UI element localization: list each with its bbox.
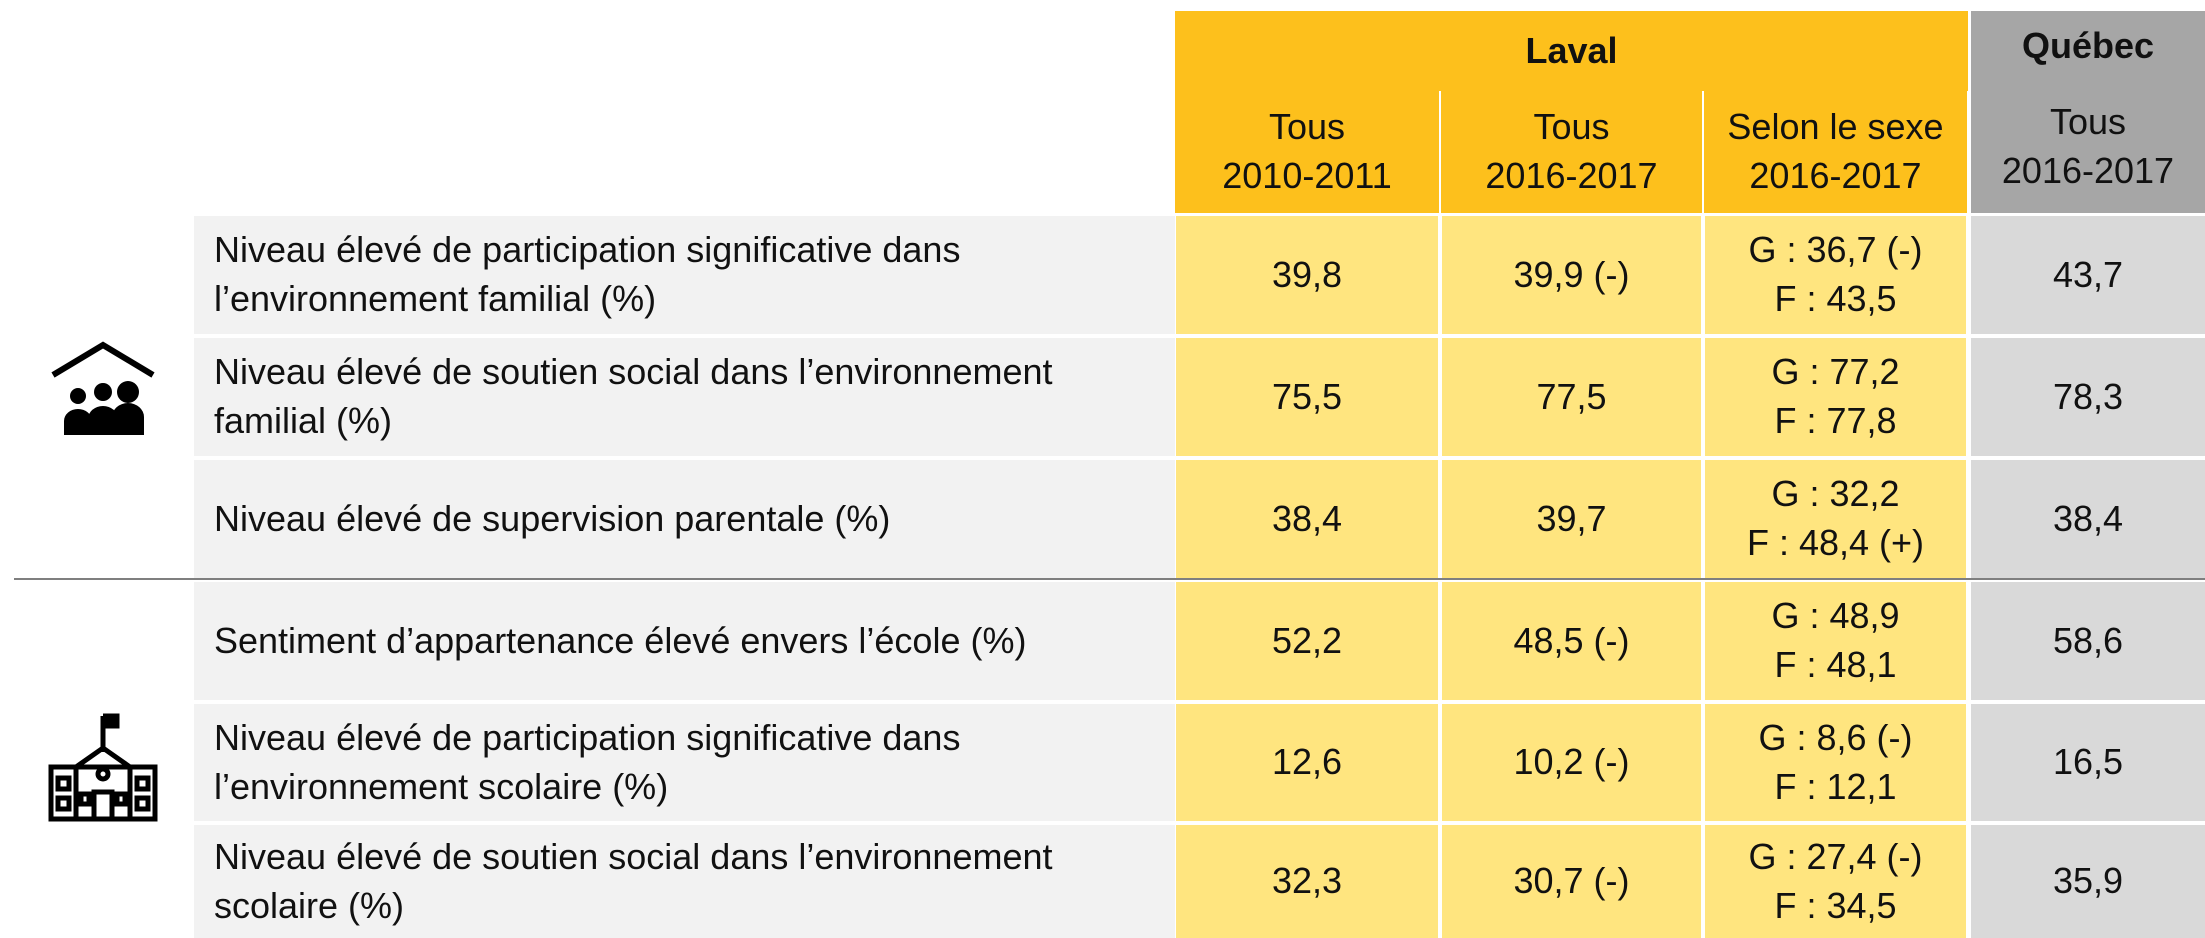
group-header: Laval xyxy=(1175,11,1968,91)
value: 39,9 (-) xyxy=(1442,216,1701,334)
cell-text: Sentiment d’appartenance élevé envers l’… xyxy=(214,619,1027,661)
value: G : 77,2 F : 77,8 xyxy=(1705,338,1966,456)
cell-text: Laval xyxy=(1525,29,1618,71)
cell-text: F : 48,4 (+) xyxy=(1746,522,1925,563)
value: 39,8 xyxy=(1176,216,1438,334)
cell-text: G : 48,9 xyxy=(1771,595,1900,637)
column-header: Tous 2010-2011 xyxy=(1175,91,1439,213)
cell-text: G : 27,4 (-) xyxy=(1748,835,1923,877)
column-header: Tous 2016-2017 xyxy=(1971,81,2205,213)
cell-text: 35,9 xyxy=(2052,860,2124,902)
cell-text: G : 8,6 (-) xyxy=(1758,716,1913,758)
cell-text: Niveau élevé de soutien social dans l’en… xyxy=(214,835,1053,926)
value: 52,2 xyxy=(1176,582,1438,700)
cell-text: 16,5 xyxy=(2052,741,2124,783)
school-icon xyxy=(48,713,158,822)
row-label: Niveau élevé de participation significat… xyxy=(194,704,1175,821)
value: G : 36,7 (-) F : 43,5 xyxy=(1705,216,1966,334)
cell-text: 78,3 xyxy=(2052,375,2124,417)
cell-text: Tous xyxy=(2049,101,2127,143)
value: 12,6 xyxy=(1176,704,1438,821)
cell-text: 43,7 xyxy=(2052,253,2124,295)
value: G : 48,9 F : 48,1 xyxy=(1705,582,1966,700)
cell-text: 52,2 xyxy=(1271,619,1343,661)
cell-text: F : 43,5 xyxy=(1774,278,1897,319)
value: 38,4 xyxy=(1971,460,2205,578)
cell-text: 32,3 xyxy=(1271,860,1343,902)
cell-text: Selon le sexe xyxy=(1727,106,1944,148)
cell-text: 75,5 xyxy=(1271,375,1343,417)
cell-text: 39,8 xyxy=(1271,253,1343,295)
cell-text: 48,5 (-) xyxy=(1513,619,1630,661)
value: 10,2 (-) xyxy=(1442,704,1701,821)
cell-text: Niveau élevé de participation significat… xyxy=(214,229,961,319)
cell-text: 77,5 xyxy=(1536,375,1607,417)
value: 30,7 (-) xyxy=(1442,825,1701,938)
cell-text: F : 77,8 xyxy=(1774,400,1897,441)
cell-text: Québec xyxy=(2021,24,2155,66)
value: 16,5 xyxy=(1971,704,2205,821)
cell-text: Tous xyxy=(1268,106,1346,148)
value: G : 8,6 (-) F : 12,1 xyxy=(1705,704,1966,821)
cell-text: 2010-2011 xyxy=(1222,155,1392,196)
cell-text: 39,9 (-) xyxy=(1513,253,1630,295)
cell-text: 39,7 xyxy=(1536,497,1607,539)
value: 32,3 xyxy=(1176,825,1438,938)
cell-text: 2016-2017 xyxy=(1485,155,1658,196)
cell-text: 12,6 xyxy=(1271,741,1343,783)
row-label: Niveau élevé de supervision parentale (%… xyxy=(194,460,1175,578)
cell-text: 38,4 xyxy=(1271,497,1343,539)
cell-text: 10,2 (-) xyxy=(1513,741,1630,783)
cell-text: Niveau élevé de participation significat… xyxy=(214,716,961,807)
value: G : 27,4 (-) F : 34,5 xyxy=(1705,825,1966,938)
cell-text: Niveau élevé de soutien social dans l’en… xyxy=(214,351,1053,441)
row-label: Niveau élevé de soutien social dans l’en… xyxy=(194,338,1175,456)
cell-text: 30,7 (-) xyxy=(1513,860,1630,902)
cell-text: G : 32,2 xyxy=(1771,473,1900,515)
cell-text: G : 36,7 (-) xyxy=(1748,229,1923,271)
cell-text: Tous xyxy=(1533,106,1610,148)
cell-text: 38,4 xyxy=(2052,497,2124,539)
row-label: Niveau élevé de participation significat… xyxy=(194,216,1175,334)
column-header: Selon le sexe 2016-2017 xyxy=(1704,91,1967,213)
value: 58,6 xyxy=(1971,582,2205,700)
row-label: Niveau élevé de soutien social dans l’en… xyxy=(194,825,1175,938)
value: G : 32,2 F : 48,4 (+) xyxy=(1705,460,1966,578)
value: 78,3 xyxy=(1971,338,2205,456)
separator xyxy=(14,578,2205,580)
cell-text: 2016-2017 xyxy=(2001,150,2175,191)
cell-text: F : 12,1 xyxy=(1774,765,1897,807)
cell-text: Niveau élevé de supervision parentale (%… xyxy=(214,497,891,539)
cell-text: F : 34,5 xyxy=(1774,884,1897,926)
value: 43,7 xyxy=(1971,216,2205,334)
value: 77,5 xyxy=(1442,338,1701,456)
value: 35,9 xyxy=(1971,825,2205,938)
cell-text: G : 77,2 xyxy=(1771,351,1900,393)
value: 75,5 xyxy=(1176,338,1438,456)
family-icon xyxy=(51,341,155,435)
value: 48,5 (-) xyxy=(1442,582,1701,700)
row-label: Sentiment d’appartenance élevé envers l’… xyxy=(194,582,1175,700)
column-header: Tous 2016-2017 xyxy=(1441,91,1702,213)
cell-text: 58,6 xyxy=(2052,619,2124,661)
group-header: Québec xyxy=(1971,11,2205,81)
value: 39,7 xyxy=(1442,460,1701,578)
cell-text: 2016-2017 xyxy=(1749,155,1922,196)
value: 38,4 xyxy=(1176,460,1438,578)
cell-text: F : 48,1 xyxy=(1774,644,1897,685)
